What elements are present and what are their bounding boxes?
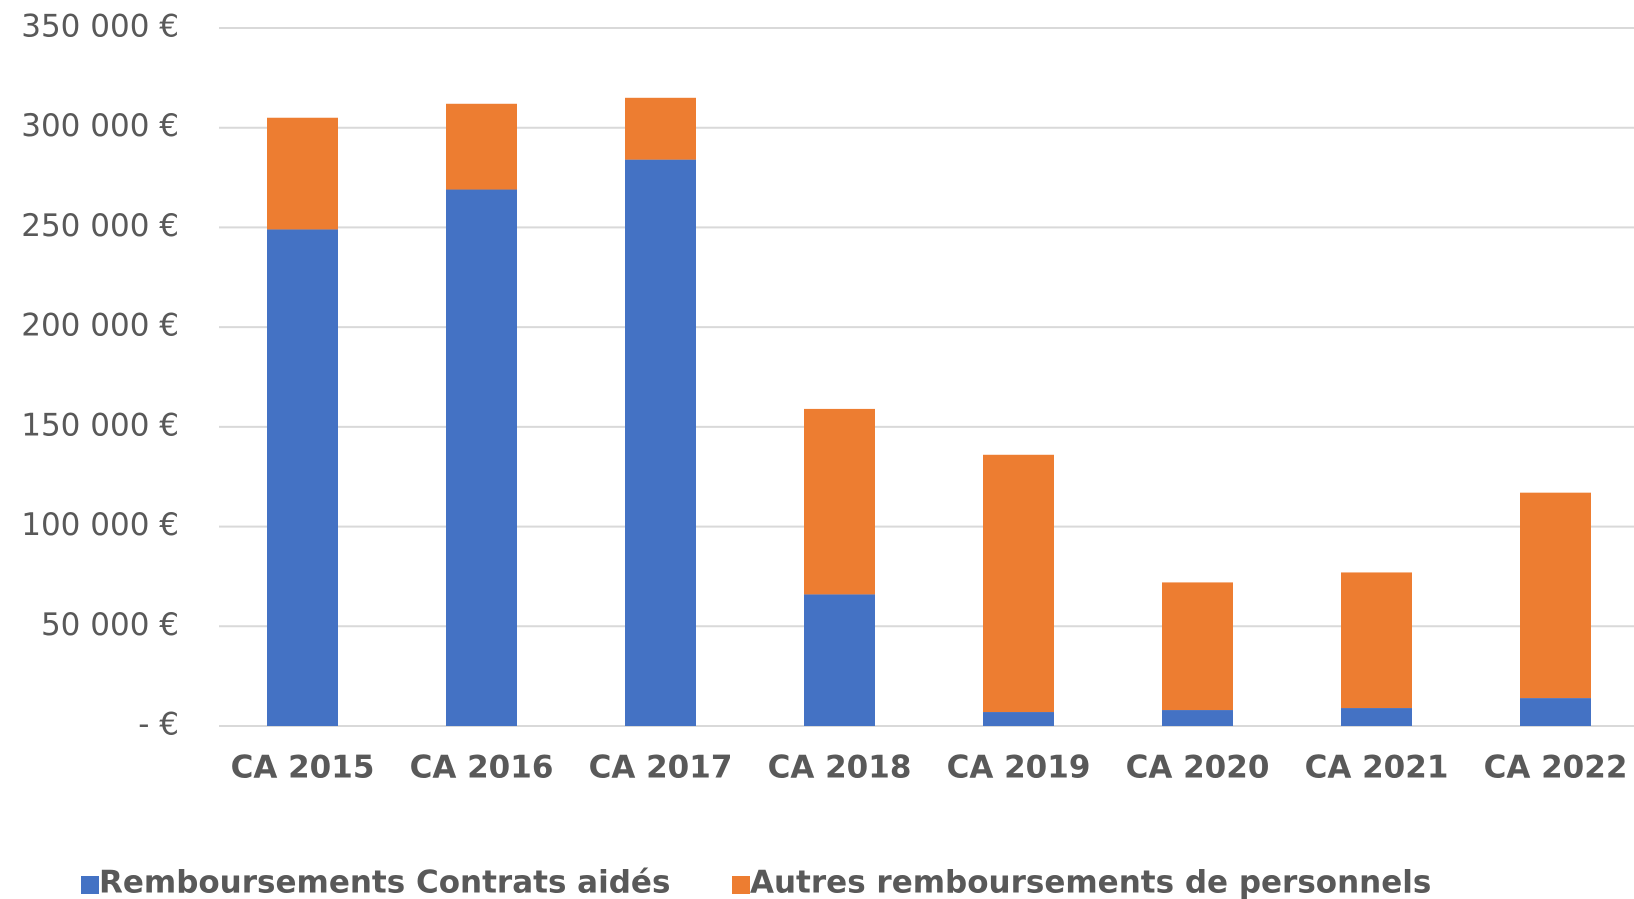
- x-tick-label: CA 2022: [1484, 750, 1628, 786]
- bar-segment: [625, 159, 696, 726]
- bar-segment: [446, 189, 517, 727]
- x-tick-label: CA 2016: [410, 750, 554, 786]
- x-tick-label: CA 2021: [1305, 750, 1449, 786]
- y-tick-label: 350 000 €: [21, 9, 179, 45]
- bar-segment: [446, 103, 517, 190]
- y-tick-label: 250 000 €: [21, 208, 179, 244]
- x-tick-label: CA 2017: [589, 750, 733, 786]
- bar-segment: [1341, 708, 1412, 726]
- y-tick-label: - €: [138, 707, 179, 743]
- bar-segment: [983, 454, 1054, 713]
- y-tick-label: 300 000 €: [21, 108, 179, 144]
- bar-segment: [804, 408, 875, 595]
- legend-label: Autres remboursements de personnels: [750, 865, 1431, 899]
- bar-segment: [1520, 698, 1591, 726]
- x-tick-label: CA 2020: [1126, 750, 1270, 786]
- legend-label: Remboursements Contrats aidés: [99, 865, 670, 899]
- bar-segment: [1162, 710, 1233, 726]
- y-tick-label: 200 000 €: [21, 308, 179, 344]
- legend-swatch: [732, 876, 750, 894]
- bar-segment: [983, 712, 1054, 726]
- bar-segment: [1341, 572, 1412, 709]
- bar-segment: [1520, 492, 1591, 699]
- y-tick-label: 100 000 €: [21, 507, 179, 543]
- x-tick-label: CA 2019: [947, 750, 1091, 786]
- bar-segment: [267, 117, 338, 230]
- x-tick-label: CA 2015: [231, 750, 375, 786]
- y-tick-label: 150 000 €: [21, 407, 179, 443]
- legend-swatch: [81, 876, 99, 894]
- bar-segment: [267, 229, 338, 726]
- y-tick-label: 50 000 €: [41, 607, 179, 643]
- x-tick-label: CA 2018: [768, 750, 912, 786]
- bar-segment: [625, 97, 696, 160]
- bar-segment: [804, 594, 875, 726]
- bar-segment: [1162, 582, 1233, 711]
